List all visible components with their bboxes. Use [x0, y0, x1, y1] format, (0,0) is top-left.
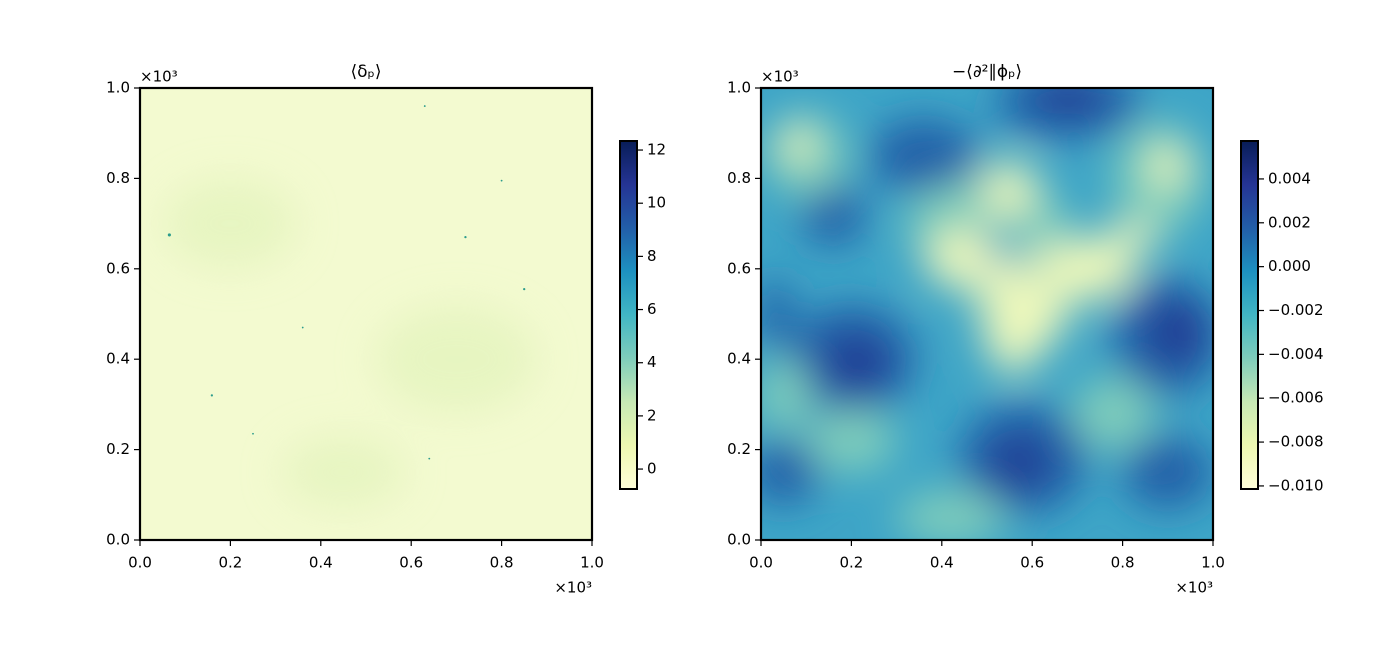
colorbar	[1240, 140, 1259, 490]
x-offset-label: ×10³	[554, 579, 592, 597]
colorbar-tick-label: 0.002	[1268, 213, 1311, 231]
colorbar-tick-label: 6	[647, 300, 657, 318]
y-offset-label: ×10³	[140, 68, 178, 86]
y-offset-label: ×10³	[761, 68, 799, 86]
colorbar-tick-label: −0.010	[1268, 476, 1324, 494]
colorbar-tick-label: 0	[647, 460, 657, 478]
x-tick-label: 0.0	[128, 554, 152, 572]
y-tick-label: 0.0	[727, 531, 751, 549]
colorbar-tick-label: 12	[647, 141, 666, 159]
x-tick-label: 0.6	[399, 554, 423, 572]
x-offset-label: ×10³	[1175, 579, 1213, 597]
x-tick-label: 0.4	[309, 554, 333, 572]
y-tick-label: 0.4	[106, 350, 130, 368]
x-tick-label: 0.6	[1020, 554, 1044, 572]
chart-title: −⟨∂²∥ϕₚ⟩	[952, 62, 1022, 82]
y-tick-label: 0.8	[106, 169, 130, 187]
y-tick-label: 1.0	[727, 79, 751, 97]
x-tick-label: 1.0	[580, 554, 604, 572]
y-tick-label: 0.8	[727, 169, 751, 187]
colorbar-tick-label: 0.000	[1268, 257, 1311, 275]
axes-frame	[759, 86, 1215, 542]
y-tick-label: 1.0	[106, 79, 130, 97]
chart-title: ⟨δₚ⟩	[351, 62, 382, 82]
y-tick-label: 0.6	[106, 259, 130, 277]
y-tick-label: 0.2	[727, 440, 751, 458]
colorbar-tick-label: 2	[647, 406, 657, 424]
colorbar	[619, 140, 638, 490]
colorbar-tick-label: 4	[647, 353, 657, 371]
colorbar-tick-label: 8	[647, 247, 657, 265]
colorbar-tick-label: −0.008	[1268, 433, 1324, 451]
y-tick-label: 0.6	[727, 259, 751, 277]
colorbar-tick-label: −0.006	[1268, 389, 1324, 407]
x-tick-label: 0.4	[930, 554, 954, 572]
x-tick-label: 0.2	[218, 554, 242, 572]
x-tick-label: 1.0	[1201, 554, 1225, 572]
heatmap-image	[761, 88, 1213, 540]
y-tick-label: 0.2	[106, 440, 130, 458]
colorbar-tick-label: 10	[647, 194, 666, 212]
x-tick-label: 0.8	[1111, 554, 1135, 572]
heatmap-image	[140, 88, 592, 540]
x-tick-label: 0.2	[839, 554, 863, 572]
colorbar-tick-label: −0.002	[1268, 301, 1324, 319]
axes-frame	[138, 86, 594, 542]
colorbar-tick-label: 0.004	[1268, 169, 1311, 187]
y-tick-label: 0.4	[727, 350, 751, 368]
x-tick-label: 0.0	[749, 554, 773, 572]
y-tick-label: 0.0	[106, 531, 130, 549]
x-tick-label: 0.8	[490, 554, 514, 572]
colorbar-tick-label: −0.004	[1268, 345, 1324, 363]
